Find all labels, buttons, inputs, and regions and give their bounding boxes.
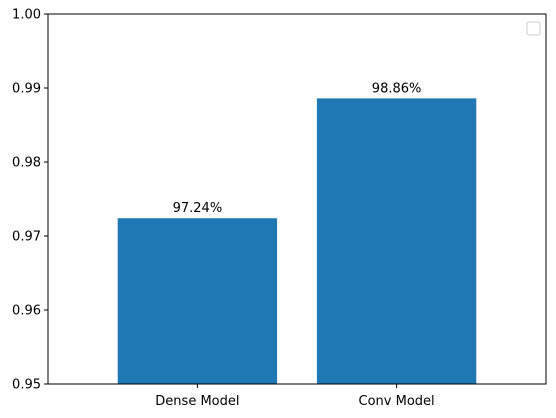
bar-conv-model (316, 98, 477, 385)
y-tick-label: 1.00 (12, 8, 41, 23)
plot-frame (47, 13, 547, 385)
y-tick-label: 0.96 (12, 304, 41, 319)
y-tick-label: 0.99 (12, 82, 41, 97)
y-tick-label: 0.97 (12, 230, 41, 245)
bar-dense-model (117, 218, 278, 384)
bars-group (117, 98, 477, 385)
x-tick-label: Conv Model (359, 394, 435, 409)
data-label: 98.86% (372, 81, 422, 96)
y-axis: 0.95 0.96 0.97 0.98 0.99 1.00 (12, 8, 48, 393)
data-labels-group: 97.24% 98.86% (173, 81, 422, 216)
y-tick-label: 0.98 (12, 156, 41, 171)
data-label: 97.24% (173, 201, 223, 216)
x-axis: Dense Model Conv Model (155, 384, 435, 409)
y-tick-label: 0.95 (12, 378, 41, 393)
x-tick-label: Dense Model (155, 394, 239, 409)
legend-box (526, 21, 541, 36)
